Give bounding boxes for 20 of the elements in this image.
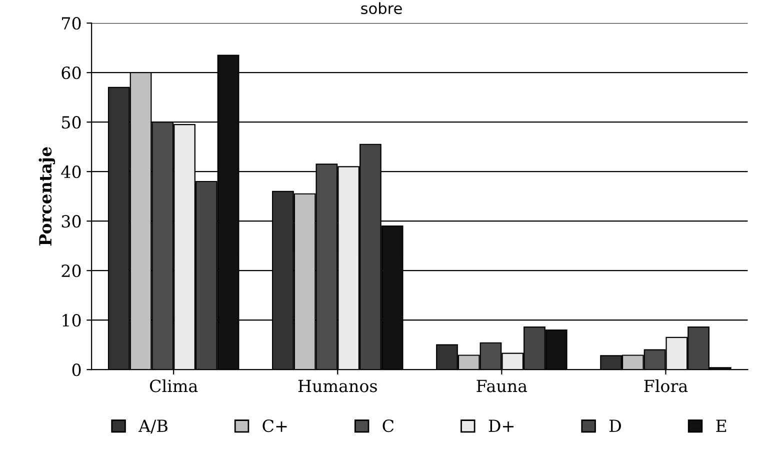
legend-label: C+ — [262, 420, 287, 432]
y-tick-label: 40 — [61, 166, 81, 178]
y-tick-label: 10 — [62, 314, 81, 327]
x-tick-label: Clima — [150, 379, 198, 392]
x-tick-label: Flora — [644, 379, 688, 392]
legend-label: A/B — [138, 420, 168, 434]
y-tick-label: 0 — [72, 364, 81, 376]
y-tick-label: 20 — [62, 264, 81, 278]
legend-label: D — [609, 420, 621, 432]
x-tick-label: Humanos — [298, 380, 377, 392]
x-tick-label: Fauna — [476, 380, 528, 392]
y-tick-label: 70 — [62, 17, 81, 30]
legend-label: C — [382, 420, 394, 432]
y-axis-title: Porcentaje — [38, 147, 56, 246]
legend-label: E — [716, 420, 726, 432]
legend-label: D+ — [488, 420, 514, 432]
y-tick-label: 50 — [62, 116, 81, 129]
chart-title: sobre — [361, 2, 402, 14]
y-tick-label: 30 — [62, 215, 81, 228]
y-tick-label: 60 — [62, 66, 81, 80]
